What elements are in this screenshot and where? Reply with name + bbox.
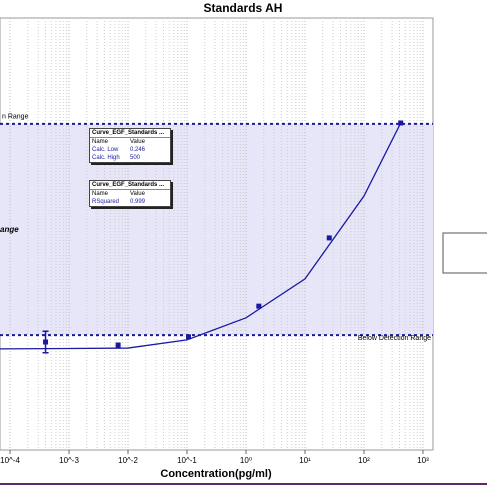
table-row: Calc. High 500 bbox=[90, 154, 170, 162]
chart-title: Standards AH bbox=[204, 1, 283, 15]
table-row: RSquared 0.999 bbox=[90, 198, 170, 206]
curve-line bbox=[0, 122, 402, 350]
x-tick-label: 10^-2 bbox=[118, 456, 138, 465]
table-title: Curve_EGF_Standards ... bbox=[90, 129, 170, 138]
cell: Value bbox=[130, 191, 145, 197]
data-point bbox=[43, 339, 49, 345]
data-point bbox=[326, 235, 332, 241]
table-row: Calc. Low 0.246 bbox=[90, 146, 170, 154]
x-tick-label: 10^-1 bbox=[177, 456, 197, 465]
cell: Calc. High bbox=[92, 155, 120, 161]
x-tick-label: 10³ bbox=[417, 456, 429, 465]
stats-table: Curve_EGF_Standards ... Name Value RSquar… bbox=[89, 180, 171, 207]
data-point bbox=[256, 303, 262, 309]
data-point bbox=[115, 342, 121, 348]
x-tick-label: 10^-3 bbox=[59, 456, 79, 465]
cell: Value bbox=[130, 139, 145, 145]
table-title: Curve_EGF_Standards ... bbox=[90, 181, 170, 190]
table-header: Name Value bbox=[90, 138, 170, 146]
x-tick-label: 10⁰ bbox=[240, 456, 252, 465]
x-tick-label: 10¹ bbox=[299, 456, 311, 465]
x-tick-label: 10² bbox=[358, 456, 370, 465]
range-label: Below Detection Range bbox=[358, 335, 431, 342]
x-axis-label: Concentration(pg/ml) bbox=[160, 468, 272, 480]
range-label: ange bbox=[0, 225, 19, 234]
range-label: n Range bbox=[2, 114, 29, 121]
cell: Calc. Low bbox=[92, 147, 119, 153]
table-header: Name Value bbox=[90, 190, 170, 198]
stats-table: Curve_EGF_Standards ... Name Value Calc. … bbox=[89, 128, 171, 163]
data-point bbox=[185, 334, 191, 340]
legend bbox=[442, 232, 487, 274]
cell: 0.246 bbox=[130, 147, 146, 153]
cell: 0.999 bbox=[130, 199, 146, 205]
cell: Name bbox=[92, 191, 109, 197]
cell: RSquared bbox=[92, 199, 120, 205]
cell: 500 bbox=[130, 155, 141, 161]
detection-band bbox=[0, 123, 433, 336]
x-tick-label: 10^-4 bbox=[0, 456, 20, 465]
cell: Name bbox=[92, 139, 109, 145]
